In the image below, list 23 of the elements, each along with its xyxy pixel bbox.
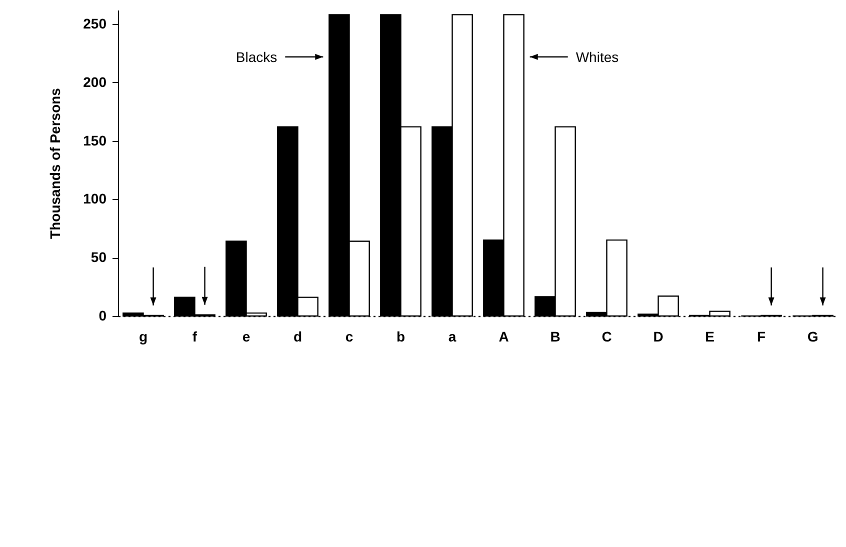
x-tick-label: D xyxy=(653,328,664,344)
y-tick-label: 150 xyxy=(83,132,107,148)
y-tick-label: 250 xyxy=(83,16,107,32)
y-tick-label: 0 xyxy=(98,308,107,324)
x-tick-label: c xyxy=(345,328,354,344)
x-tick-label: G xyxy=(807,328,818,344)
y-tick-label: 100 xyxy=(83,190,107,207)
annotation: Blacks xyxy=(236,48,278,65)
x-tick-label: b xyxy=(396,328,406,344)
x-tick-label: C xyxy=(602,328,612,344)
x-tick-label: g xyxy=(138,328,148,344)
y-axis-title: Thousands of Persons xyxy=(47,88,64,239)
x-tick-label: E xyxy=(705,328,714,344)
x-tick-label: B xyxy=(550,328,560,344)
x-tick-label: A xyxy=(498,328,509,344)
x-tick-label: a xyxy=(448,328,456,344)
y-tick-label: 50 xyxy=(90,249,107,266)
annotation: Whites xyxy=(576,48,619,65)
x-tick-label: e xyxy=(242,328,250,344)
y-tick-label: 200 xyxy=(83,74,107,90)
x-tick-label: f xyxy=(192,328,198,344)
x-tick-label: F xyxy=(756,328,766,344)
x-tick-label: d xyxy=(293,328,302,344)
